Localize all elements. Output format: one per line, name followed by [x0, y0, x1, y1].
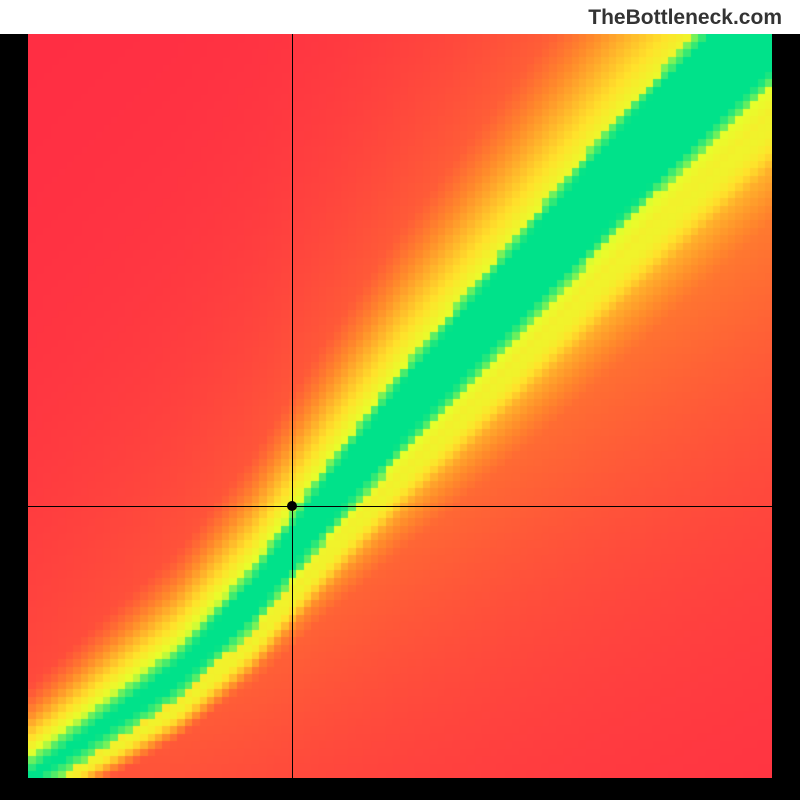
- heatmap-plot-area: [28, 34, 772, 778]
- crosshair-marker-dot: [287, 501, 297, 511]
- root: TheBottleneck.com: [0, 0, 800, 800]
- watermark-text: TheBottleneck.com: [588, 6, 782, 30]
- crosshair-vertical-line: [292, 34, 293, 778]
- crosshair-horizontal-line: [28, 506, 772, 507]
- heatmap-canvas: [28, 34, 772, 778]
